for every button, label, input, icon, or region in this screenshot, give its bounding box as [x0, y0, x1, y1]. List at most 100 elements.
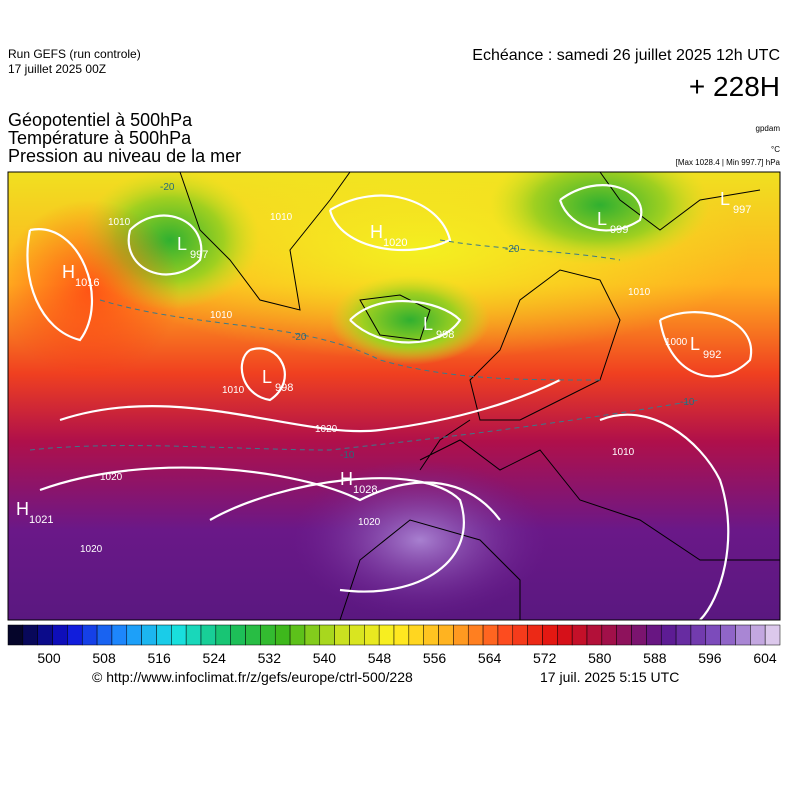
colorbar-tick-label: 564 [478, 650, 502, 666]
colorbar-tick-label: 548 [368, 650, 392, 666]
colorbar-tick-label: 500 [37, 650, 61, 666]
colorbar-tick-label: 524 [203, 650, 227, 666]
colorbar-swatch [512, 624, 528, 646]
colorbar-swatch [453, 624, 469, 646]
colorbar-tick-label: 572 [533, 650, 557, 666]
temp-label: -20 [505, 244, 520, 255]
center-letter: H [340, 469, 353, 489]
unit-label: °C [771, 145, 780, 154]
colorbar-swatch [601, 624, 617, 646]
isobar-label: 1010 [612, 447, 635, 458]
colorbar-swatch [720, 624, 736, 646]
map-title: Pression au niveau de la mer [8, 146, 241, 166]
colorbar-swatch [393, 624, 410, 646]
colorbar-swatch [423, 624, 439, 646]
colorbar-swatch [215, 624, 231, 646]
colorbar-tick-label: 580 [588, 650, 612, 666]
center-value: 998 [436, 329, 454, 341]
colorbar-swatch [542, 624, 558, 646]
colorbar-tick-label: 516 [147, 650, 171, 666]
colorbar-swatch [96, 624, 113, 646]
temp-label: -10 [340, 450, 355, 461]
isobar-label: 1010 [210, 310, 233, 321]
unit-label: gpdam [756, 124, 781, 133]
center-value: 992 [703, 349, 721, 361]
colorbar-swatch [200, 624, 217, 646]
colorbar-swatch [586, 624, 603, 646]
colorbar-swatch [304, 624, 321, 646]
colorbar-tick-label: 508 [92, 650, 116, 666]
isobar-label: 1020 [100, 472, 123, 483]
colorbar-swatch [750, 624, 766, 646]
colorbar-swatch [111, 624, 128, 646]
colorbar-swatch [245, 624, 261, 646]
isobar-label: 1010 [628, 287, 651, 298]
colorbar-swatch [705, 624, 721, 646]
colorbar-swatch [67, 624, 83, 646]
colorbar-swatch [660, 624, 677, 646]
center-value: 997 [733, 204, 751, 216]
colorbar-swatch [616, 624, 632, 646]
colorbar-swatch [764, 624, 781, 646]
colorbar-tick-label: 540 [313, 650, 337, 666]
run-date: 17 juillet 2025 00Z [8, 62, 106, 76]
colorbar-swatch [230, 624, 246, 646]
lead-time: + 228H [689, 71, 780, 102]
colorbar-tick-label: 596 [698, 650, 722, 666]
colorbar-swatch [527, 624, 543, 646]
colorbar-swatch [7, 624, 24, 646]
map [8, 172, 780, 620]
colorbar-swatch [334, 624, 350, 646]
isobar-label: 1010 [270, 212, 293, 223]
center-letter: L [262, 367, 272, 387]
center-value: 998 [275, 382, 293, 394]
colorbar-swatch [141, 624, 157, 646]
center-letter: L [177, 234, 187, 254]
colorbar-swatch [675, 624, 692, 646]
colorbar-swatch [37, 624, 53, 646]
footer-issued: 17 juil. 2025 5:15 UTC [540, 669, 679, 685]
map-frame [7, 171, 781, 621]
unit-label: [Max 1028.4 | Min 997.7] hPa [676, 158, 781, 167]
map-title: Température à 500hPa [8, 128, 192, 148]
center-value: 1021 [29, 514, 53, 526]
colorbar-swatch [171, 624, 187, 646]
center-letter: H [16, 499, 29, 519]
colorbar-tick-label: 588 [643, 650, 667, 666]
temp-label: -20 [292, 332, 307, 343]
colorbar-swatch [185, 624, 202, 646]
run-label: Run GEFS (run controle) [8, 47, 141, 61]
colorbar-swatch [646, 624, 662, 646]
isobar-label: 1000 [665, 337, 688, 348]
colorbar-tick-label: 556 [423, 650, 447, 666]
center-letter: L [423, 314, 433, 334]
center-value: 999 [610, 224, 628, 236]
colorbar-swatch [81, 624, 98, 646]
temp-label: -10 [680, 397, 695, 408]
isobar-label: 1010 [108, 217, 131, 228]
footer-source: © http://www.infoclimat.fr/z/gefs/europe… [92, 669, 413, 685]
valid-time: Echéance : samedi 26 juillet 2025 12h UT… [472, 47, 780, 64]
center-letter: H [370, 222, 383, 242]
isobar-label: 1020 [315, 424, 338, 435]
isobar-label: 1020 [358, 517, 381, 528]
temp-label: -20 [160, 182, 175, 193]
center-value: 997 [190, 249, 208, 261]
colorbar-swatch [497, 624, 514, 646]
colorbar-swatch [289, 624, 306, 646]
colorbar-tick-label: 604 [753, 650, 777, 666]
colorbar-swatch [631, 624, 647, 646]
center-letter: L [690, 334, 700, 354]
colorbar-swatch [482, 624, 499, 646]
center-letter: H [62, 262, 75, 282]
colorbar-swatch [364, 624, 380, 646]
isobar-label: 1020 [80, 544, 103, 555]
center-value: 1028 [353, 484, 377, 496]
colorbar-swatch [52, 624, 68, 646]
colorbar-swatch [378, 624, 395, 646]
colorbar-swatch [408, 624, 424, 646]
colorbar-swatch [349, 624, 365, 646]
center-letter: L [597, 209, 607, 229]
center-value: 1020 [383, 237, 407, 249]
